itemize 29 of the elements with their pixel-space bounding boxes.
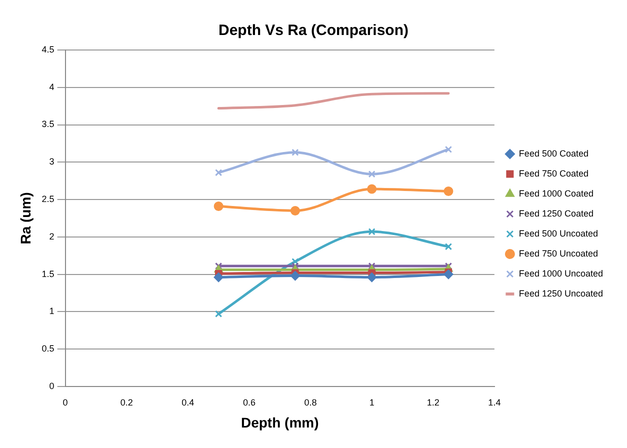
legend-label: Feed 1250 Uncoated — [518, 288, 604, 298]
y-tick-label: 1.5 — [42, 268, 54, 279]
chart-title: Depth Vs Ra (Comparison) — [218, 22, 409, 40]
y-tick-label: 3 — [49, 156, 54, 167]
legend-label: Feed 500 Coated — [518, 148, 588, 158]
x-tick-label: 0.6 — [242, 397, 256, 408]
x-tick-label: 0.2 — [120, 397, 133, 408]
y-tick-label: 4 — [49, 82, 54, 92]
legend-label: Feed 500 Uncoated — [518, 228, 598, 238]
x-axis-title: Depth (mm) — [240, 414, 319, 430]
x-tick-label: 1 — [369, 397, 374, 408]
y-tick-label: 0 — [49, 380, 54, 391]
y-tick-label: 4.5 — [42, 44, 54, 54]
y-tick-label: 0.5 — [42, 344, 54, 354]
y-tick-label: 1 — [49, 306, 54, 316]
y-tick-label: 2 — [49, 231, 54, 242]
y-axis-title: Ra (um) — [17, 192, 34, 244]
legend-label: Feed 1000 Coated — [518, 188, 594, 198]
x-tick-label: 0.8 — [304, 397, 317, 408]
x-tick-label: 1.2 — [426, 397, 440, 408]
x-tick-label: 1.4 — [488, 397, 501, 408]
y-tick-label: 3.5 — [42, 119, 54, 130]
y-tick-label: 2.5 — [42, 194, 54, 204]
x-tick-label: 0 — [62, 397, 68, 408]
legend-label: Feed 750 Uncoated — [518, 248, 598, 258]
legend-label: Feed 1000 Uncoated — [518, 268, 604, 278]
legend-label: Feed 1250 Coated — [518, 208, 594, 218]
x-tick-label: 0.4 — [182, 397, 194, 408]
legend-label: Feed 750 Coated — [518, 168, 588, 178]
